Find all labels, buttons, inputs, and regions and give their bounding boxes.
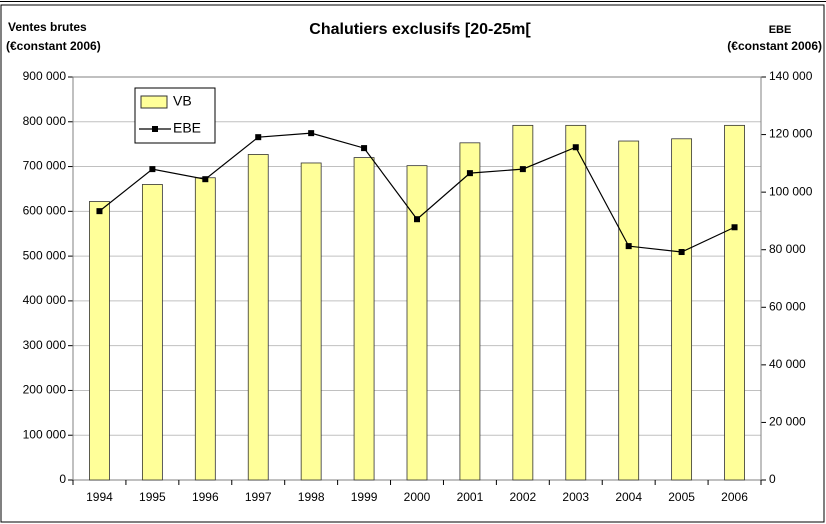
x-tick-label: 1999: [351, 490, 378, 504]
marker: [361, 145, 368, 152]
y-label: Ventes brutes: [8, 20, 87, 34]
legend-swatch: [140, 95, 168, 109]
bar: [618, 140, 640, 481]
marker: [149, 166, 156, 173]
x-tick-label: 1996: [192, 490, 219, 504]
bar: [406, 165, 428, 481]
marker: [519, 166, 526, 173]
marker: [572, 144, 579, 151]
bar: [353, 157, 375, 481]
x-tick-label: 2006: [721, 490, 748, 504]
marker: [731, 224, 738, 231]
chart-title: Chalutiers exclusifs [20-25m[: [309, 21, 531, 38]
bar: [724, 124, 745, 481]
x-tick-label: 1997: [245, 490, 272, 504]
y-tick-label: 100 000: [23, 427, 67, 441]
x-tick-label: 2001: [457, 490, 484, 504]
marker: [414, 216, 420, 223]
y-tick-label: 0: [59, 472, 66, 486]
legend-label: EBE: [173, 120, 201, 136]
x-tick-label: 1998: [298, 490, 325, 504]
y2-tick-label: 0: [769, 472, 776, 486]
x-tick-label: 2002: [509, 490, 536, 504]
bar: [300, 162, 322, 481]
marker: [678, 249, 685, 256]
y-tick-label: 700 000: [23, 159, 67, 173]
y-tick-label: 900 000: [23, 69, 67, 83]
bar: [141, 184, 163, 481]
x-tick-label: 1994: [86, 490, 113, 504]
y2-tick-label: 140 000: [769, 69, 813, 83]
x-tick-label: 2003: [562, 490, 589, 504]
marker: [202, 176, 209, 183]
x-tick-label: 1995: [139, 490, 166, 504]
x-tick-label: 2004: [615, 490, 642, 504]
y-tick-label: 500 000: [23, 248, 67, 262]
y-tick-label: 200 000: [23, 383, 67, 397]
y2-tick-label: 100 000: [769, 184, 813, 198]
y2-tick-label: 60 000: [769, 299, 806, 313]
y-tick-label: 300 000: [23, 338, 67, 352]
y-tick-label: 400 000: [23, 293, 67, 307]
marker: [255, 134, 262, 141]
y-tick-label: 800 000: [23, 114, 67, 128]
bar: [194, 177, 216, 481]
marker: [308, 130, 315, 137]
legend-label: VB: [173, 93, 192, 109]
x-tick-label: 2005: [668, 490, 695, 504]
y2-tick-label: 80 000: [769, 242, 806, 256]
y2-tick-label: 20 000: [769, 415, 806, 429]
y2-label: EBE: [769, 24, 792, 36]
marker: [625, 243, 632, 250]
bar: [671, 138, 693, 481]
y2-tick-label: 120 000: [769, 127, 813, 141]
y-tick-label: 600 000: [23, 204, 67, 218]
y2-tick-label: 40 000: [769, 357, 806, 371]
bar: [247, 154, 269, 481]
y2-label: (€constant 2006): [727, 39, 822, 53]
marker: [96, 208, 103, 215]
bar: [512, 124, 534, 481]
marker: [466, 170, 473, 177]
bar: [459, 142, 481, 481]
x-tick-label: 2000: [404, 490, 431, 504]
legend-swatch: [152, 126, 158, 132]
bar: [565, 124, 587, 481]
bar: [89, 201, 110, 481]
y-label: (€constant 2006): [6, 39, 101, 53]
